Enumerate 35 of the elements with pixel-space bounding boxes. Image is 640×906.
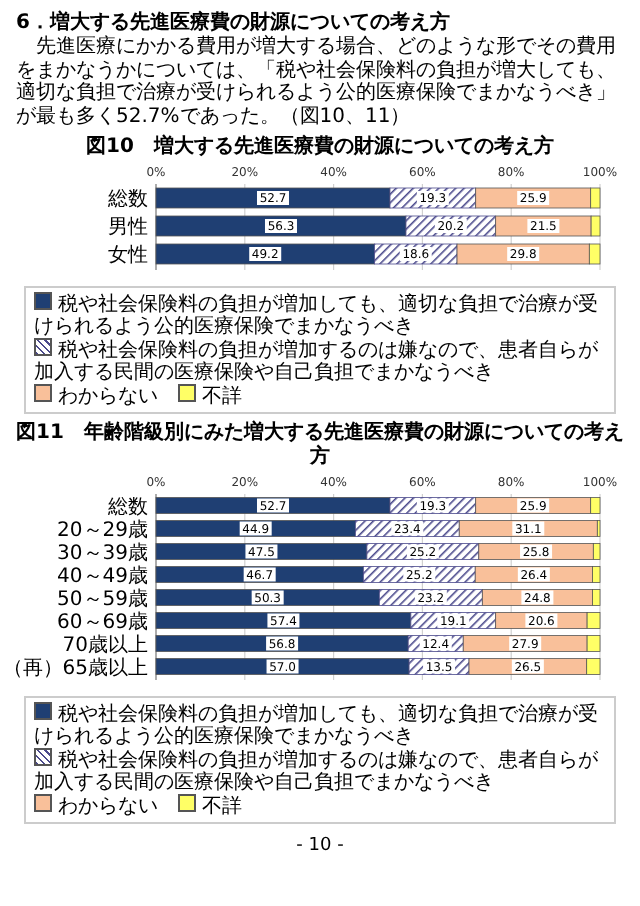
bar [155,520,356,537]
legend-label: わからない [56,794,158,818]
bar [155,589,380,606]
legend-label: 不詳 [200,384,242,408]
y-tick-label: 40～49歳 [57,563,148,588]
bar [155,187,391,209]
bar [155,497,391,514]
y-tick-label: 70歳以上 [62,632,148,657]
chart-title: 図10 増大する先進医療費の財源についての考え方 [84,136,556,160]
chart-title: 図11 年齢階級別にみた増大する先進医療費の財源についての考え方 [16,422,624,470]
y-tick-label: 30～39歳 [57,540,148,565]
bar [155,566,364,583]
y-tick-label: 20～29歳 [57,517,148,542]
text: 6．増大する先進医療費の財源についての考え方 [16,12,452,35]
text: 先進医療にかかる費用が増大する場合、どのような形でその費用をまかなうかについては、「税や社会保険料の負担が増大しても、適切な負担で治療が受けられるよう公的医療保険でまかなうべき」が最も多く52.7%であった。（図10、11） [16,36,618,128]
bar [155,612,412,629]
y-tick-label: （再）65歳以上 [2,655,148,680]
bar [155,658,410,675]
y-tick-label: 総数 [106,494,148,519]
y-tick-label: 50～59歳 [57,586,148,611]
legend-label: 税や社会保険料の負担が増加するのは嫌なので、患者自らが加入する民間の医療保険や自己負担でまかなうべき [34,748,600,794]
bar [155,243,375,265]
y-tick-label: 女性 [108,243,148,267]
legend-label: 不詳 [200,794,242,818]
legend-label: わからない [56,384,158,408]
bar [155,215,407,237]
y-tick-label: 男性 [108,215,148,239]
y-tick-label: 60～69歳 [57,609,148,634]
text: - 10 - [294,836,346,856]
legend-label: 税や社会保険料の負担が増加しても、適切な負担で治療が受けられるよう公的医療保険でまかなうべき [34,702,600,748]
bar [155,543,368,560]
legend-label: 税や社会保険料の負担が増加するのは嫌なので、患者自らが加入する民間の医療保険や自己負担でまかなうべき [34,338,600,384]
legend-label: 税や社会保険料の負担が増加しても、適切な負担で治療が受けられるよう公的医療保険でまかなうべき [34,292,600,338]
bar [155,635,409,652]
y-tick-label: 総数 [106,187,148,211]
